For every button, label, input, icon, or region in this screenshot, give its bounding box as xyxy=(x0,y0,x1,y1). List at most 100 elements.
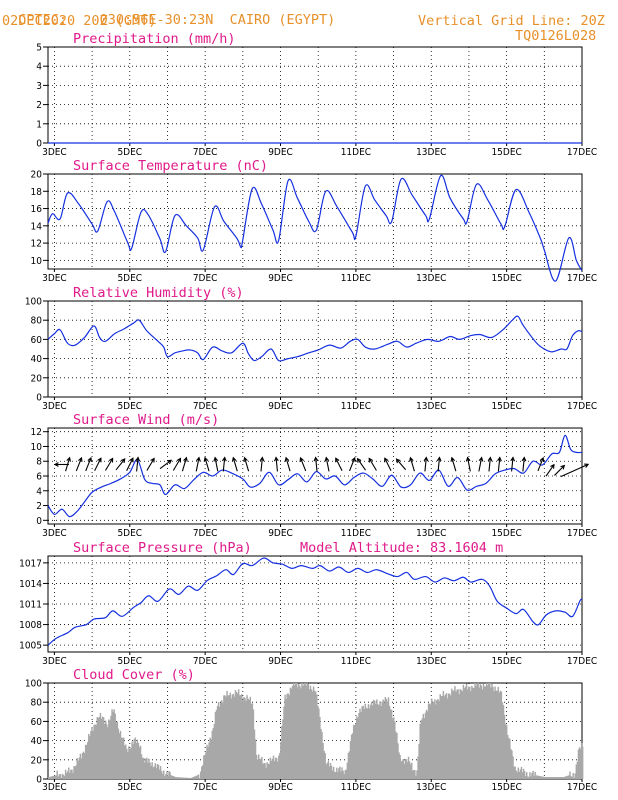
cloud-bar xyxy=(380,706,382,779)
cloud-bar xyxy=(94,724,96,779)
cloud-bar xyxy=(151,762,153,779)
cloud-bar xyxy=(114,713,116,779)
cloud-bar xyxy=(501,702,504,779)
cloud-bar xyxy=(226,690,228,779)
cloud-bar xyxy=(528,776,530,779)
cloud-bar xyxy=(427,703,430,779)
cloud-bar xyxy=(452,691,454,779)
cloud-bar xyxy=(579,748,582,779)
cloud-bar xyxy=(439,694,441,779)
cloud-bar xyxy=(81,752,84,779)
cloud-bar xyxy=(266,762,268,779)
cloud-bar xyxy=(113,709,115,779)
cloud-bar xyxy=(464,686,467,779)
cloud-bar xyxy=(415,775,417,779)
cloud-bar xyxy=(389,709,392,779)
cloud-bar xyxy=(346,762,349,779)
cloud-bar xyxy=(342,770,344,779)
wind-arrow xyxy=(437,457,441,472)
cloud-bar xyxy=(152,767,154,779)
x-tick-label: 13DEC xyxy=(416,273,446,284)
cloud-bar xyxy=(377,704,379,779)
cloud-bar xyxy=(437,699,439,779)
cloud-bar xyxy=(428,704,431,779)
cloud-bar xyxy=(243,697,245,779)
y-tick-label: 12 xyxy=(31,239,42,250)
cloud-bar xyxy=(121,737,124,779)
cloud-bar xyxy=(196,775,199,779)
y-tick-label: 18 xyxy=(31,187,43,198)
cloud-bar xyxy=(221,700,223,779)
cloud-bar xyxy=(233,696,236,779)
cloud-bar xyxy=(90,730,92,779)
cloud-bar xyxy=(222,702,224,779)
x-tick-label: 11DEC xyxy=(341,782,371,793)
x-tick-label: 15DEC xyxy=(491,273,521,284)
cloud-bar xyxy=(330,765,333,779)
wind-arrow xyxy=(368,458,377,471)
cloud-bar xyxy=(279,752,281,779)
wind-arrow xyxy=(222,457,226,472)
cloud-bar xyxy=(177,777,180,779)
cloud-bar xyxy=(565,776,567,779)
cloud-bar xyxy=(502,705,505,779)
cloud-bar xyxy=(104,720,107,779)
cloud-bar xyxy=(347,752,350,779)
cloud-bar xyxy=(378,704,380,779)
cloud-bar xyxy=(546,777,548,779)
cloud-bar xyxy=(486,685,489,779)
cloud-bar xyxy=(119,730,122,779)
cloud-bar xyxy=(508,737,510,779)
cloud-bar xyxy=(458,694,460,779)
cloud-bar xyxy=(410,762,413,779)
cloud-bar xyxy=(287,693,289,779)
cloud-bar xyxy=(263,762,265,779)
cloud-bar xyxy=(425,709,428,779)
cloud-bar xyxy=(550,777,552,779)
cloud-bar xyxy=(515,770,517,779)
cloud-bar xyxy=(311,691,314,779)
cloud-bar xyxy=(133,739,135,779)
x-tick-label: 9DEC xyxy=(268,656,293,667)
cloud-bar xyxy=(245,700,247,779)
wind-arrow xyxy=(497,457,501,472)
cloud-bar xyxy=(551,777,553,779)
y-tick-label: 3 xyxy=(36,81,42,92)
wind-arrow-head xyxy=(120,458,126,464)
cloud-bar xyxy=(473,688,475,779)
y-tick-label: 40 xyxy=(31,354,43,365)
cloud-bar xyxy=(544,777,547,779)
wind-arrow-head xyxy=(465,456,471,462)
cloud-bar xyxy=(205,752,207,779)
header-location: CAIRO (EGYPT) xyxy=(229,12,336,28)
wind-arrow xyxy=(115,458,126,471)
cloud-bar xyxy=(338,768,340,779)
cloud-bar xyxy=(69,772,71,779)
wind-arrow-head xyxy=(356,457,362,463)
cloud-bar xyxy=(139,745,142,779)
cloud-bar xyxy=(297,687,299,779)
x-tick-label: 13DEC xyxy=(416,528,446,539)
cloud-bar xyxy=(275,757,278,779)
cloud-bar xyxy=(540,776,543,779)
x-tick-label: 9DEC xyxy=(268,528,293,539)
cloud-bar xyxy=(477,683,479,779)
cloud-bar xyxy=(490,687,492,779)
cloud-bar xyxy=(340,771,342,779)
cloud-bar xyxy=(101,716,104,779)
cloud-bar xyxy=(231,694,234,779)
cloud-bar xyxy=(240,695,242,779)
cloud-bar xyxy=(365,707,368,779)
cloud-bar xyxy=(470,691,472,779)
panel-frame xyxy=(47,300,583,398)
header-run: 02DEC2020 20Z (GMT) xyxy=(2,13,157,29)
cloud-bar xyxy=(103,723,106,779)
cloud-bar xyxy=(236,693,239,779)
series-line xyxy=(47,174,583,282)
cloud-bar xyxy=(476,683,478,779)
header-org: CPTEC: xyxy=(18,12,68,28)
cloud-bar xyxy=(167,775,169,779)
cloud-bar xyxy=(318,708,320,779)
cloud-bar xyxy=(433,701,435,779)
cloud-bar xyxy=(84,744,87,779)
